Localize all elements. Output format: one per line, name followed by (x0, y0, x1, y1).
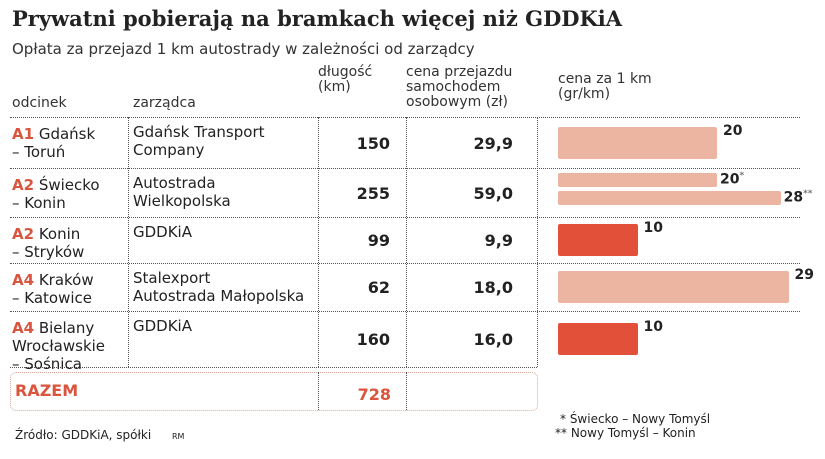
segment-line-1: Konin (38, 225, 81, 243)
row-divider (10, 311, 800, 312)
bar-value: 20 (723, 122, 743, 139)
price-value: 18,0 (473, 278, 513, 297)
chart-subtitle: Opłata za przejazd 1 km autostrady w zal… (12, 40, 475, 58)
length-value: 150 (356, 133, 390, 153)
header-per-km: cena za 1 km (gr/km) (558, 71, 652, 102)
header-length: długość (km) (318, 64, 373, 95)
column-divider (318, 117, 319, 367)
manager-line-2: Wielkopolska (133, 192, 231, 210)
footnote-1: * Świecko – Nowy Tomyśl (560, 412, 711, 426)
manager-line-1: Gdańsk Transport (133, 123, 265, 141)
price-value: 16,0 (473, 330, 513, 349)
road-code: A2 (12, 225, 35, 243)
source-note: Źródło: GDDKiA, spółki (15, 428, 152, 442)
segment-line-1: Kraków (38, 271, 94, 289)
manager-line-1: GDDKiA (133, 223, 192, 241)
bar-per-km (558, 126, 717, 159)
segment-line-2: – Stryków (12, 243, 85, 261)
segment-line-2: – Katowice (12, 289, 93, 307)
bar-per-km (558, 271, 789, 303)
header-price: cena przejazdu samochodem osobowym (zł) (406, 64, 513, 110)
manager-line-1: Autostrada (133, 174, 216, 192)
segment-line-2: – Toruń (12, 143, 66, 161)
manager-line-1: Stalexport (133, 269, 211, 287)
footnote-mark: * (739, 171, 745, 181)
segment-cell: A2 Konin – Stryków (12, 225, 84, 261)
bar-value: 29 (794, 267, 815, 283)
segment-cell: A4 Bielany Wrocławskie – Sośnica (12, 319, 105, 373)
row-divider (10, 117, 800, 118)
total-box: RAZEM 728 (10, 372, 538, 411)
bar-value: 10 (643, 319, 663, 335)
bar-value-label: 28** (784, 189, 813, 206)
bar-per-km (558, 191, 781, 205)
length-value: 99 (367, 231, 390, 250)
bar-value-label: 20* (720, 171, 744, 188)
author-initials: RM (172, 432, 185, 441)
bar-value-label: 29 (795, 267, 814, 283)
bar-value: 28 (783, 189, 804, 206)
segment-line-1: Bielany (38, 319, 95, 337)
row-divider (10, 263, 800, 264)
header-manager: zarządca (133, 95, 196, 111)
road-code: A2 (12, 176, 35, 194)
segment-line-3: – Sośnica (12, 355, 82, 373)
segment-line-2: – Konin (12, 194, 66, 212)
row-divider (10, 367, 537, 368)
manager-cell: GDDKiA (133, 223, 192, 241)
column-divider (406, 117, 407, 367)
footnote-2: ** Nowy Tomyśl – Konin (555, 426, 696, 440)
segment-cell: A2 Świecko – Konin (12, 176, 100, 212)
manager-line-1: GDDKiA (133, 317, 192, 335)
total-length: 728 (357, 385, 391, 404)
price-value: 9,9 (484, 231, 513, 250)
length-value: 255 (356, 183, 390, 203)
bar-value: 10 (643, 220, 663, 236)
bar-value-label: 20 (723, 123, 742, 139)
chart-title: Prywatni pobierają na bramkach więcej ni… (12, 6, 623, 31)
road-code: A4 (12, 271, 35, 289)
length-value: 62 (367, 278, 390, 297)
bar-value-label: 10 (644, 220, 663, 236)
row-divider (10, 217, 800, 218)
manager-cell: Gdańsk Transport Company (133, 123, 265, 159)
bar-value: 20 (720, 171, 740, 188)
column-divider (128, 117, 129, 367)
segment-line-1: Świecko (38, 176, 100, 194)
price-value: 29,9 (473, 133, 513, 153)
segment-line-1: Gdańsk (38, 125, 96, 143)
segment-line-2: Wrocławskie (12, 337, 106, 355)
road-code: A1 (12, 125, 35, 143)
price-value: 59,0 (473, 183, 513, 203)
bar-value-label: 10 (644, 319, 663, 335)
bar-per-km (558, 323, 638, 355)
segment-cell: A1 Gdańsk – Toruń (12, 125, 95, 161)
row-divider (10, 168, 800, 169)
manager-line-2: Company (133, 141, 205, 159)
manager-line-2: Autostrada Małopolska (133, 287, 305, 305)
total-label: RAZEM (15, 381, 79, 400)
length-value: 160 (356, 330, 390, 349)
bar-per-km (558, 173, 717, 187)
footnote-mark: ** (803, 189, 813, 199)
segment-cell: A4 Kraków – Katowice (12, 271, 94, 307)
column-divider (537, 117, 538, 367)
road-code: A4 (12, 319, 35, 337)
manager-cell: GDDKiA (133, 317, 192, 335)
bar-per-km (558, 224, 638, 256)
manager-cell: Stalexport Autostrada Małopolska (133, 269, 304, 305)
manager-cell: Autostrada Wielkopolska (133, 174, 231, 210)
header-segment: odcinek (12, 95, 67, 111)
